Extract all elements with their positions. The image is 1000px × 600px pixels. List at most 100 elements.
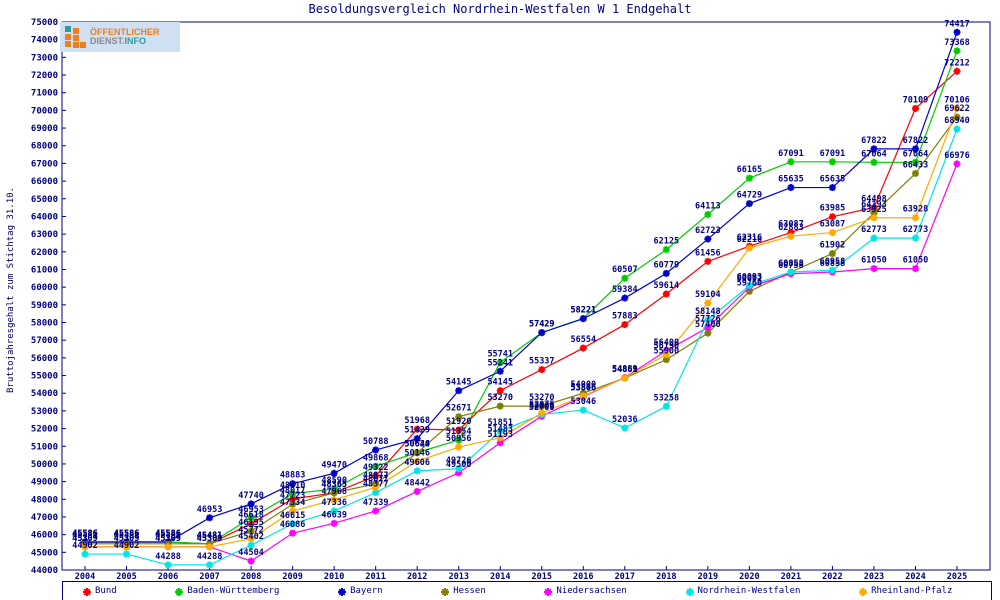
y-tick-label: 49000 [31, 478, 58, 488]
data-label-Niedersachsen: 57726 [695, 314, 721, 324]
data-label-Baden-Württemberg: 67064 [903, 149, 929, 159]
data-label-Nordrhein-Westfalen: 60958 [820, 257, 846, 267]
data-label-Bayern: 55241 [487, 358, 513, 368]
y-tick-label: 50000 [31, 460, 58, 470]
x-tick-label: 2019 [698, 572, 718, 582]
legend-label: Bund [95, 586, 117, 596]
data-point-Nordrhein-Westfalen [621, 424, 629, 432]
data-point-Niedersachsen [413, 487, 421, 495]
y-tick-label: 47000 [31, 513, 58, 523]
data-point-Rheinland-Pfalz [289, 507, 297, 515]
data-point-Niedersachsen [289, 529, 297, 537]
data-point-Bund [911, 104, 919, 112]
legend-item-Hessen: Hessen [421, 586, 524, 597]
legend-marker-icon [175, 587, 184, 596]
data-point-Nordrhein-Westfalen [828, 266, 836, 274]
data-point-Rheinland-Pfalz [538, 409, 546, 417]
data-label-Rheinland-Pfalz: 54869 [612, 365, 638, 375]
data-point-Bund [538, 366, 546, 374]
y-tick-label: 48000 [31, 495, 58, 505]
data-label-Rheinland-Pfalz: 47334 [280, 498, 306, 508]
data-label-Baden-Württemberg: 45586 [72, 529, 98, 539]
data-label-Nordrhein-Westfalen: 60093 [737, 273, 763, 283]
data-label-Bayern: 67822 [903, 136, 929, 146]
data-label-Nordrhein-Westfalen: 44288 [155, 552, 181, 562]
data-point-Rheinland-Pfalz [247, 535, 255, 543]
data-label-Bund: 63985 [820, 204, 846, 214]
data-point-Hessen [828, 250, 836, 258]
data-point-Rheinland-Pfalz [579, 392, 587, 400]
x-tick-label: 2021 [781, 572, 801, 582]
data-point-Rheinland-Pfalz [123, 543, 131, 551]
data-point-Baden-Württemberg [787, 158, 795, 166]
data-point-Bayern [372, 446, 380, 454]
x-tick-label: 2004 [75, 572, 95, 582]
y-tick-label: 45000 [31, 548, 58, 558]
data-point-Bayern [953, 28, 961, 36]
y-axis-title: Bruttojahresgehalt zum Stichtag 31.10. [6, 187, 16, 393]
data-label-Hessen: 47723 [280, 491, 306, 501]
data-label-Baden-Württemberg: 45481 [197, 531, 223, 541]
data-point-Hessen [330, 489, 338, 497]
series-line-Bayern [85, 32, 958, 543]
data-label-Hessen: 45481 [155, 531, 181, 541]
data-point-Niedersachsen [330, 519, 338, 527]
x-tick-label: 2018 [656, 572, 676, 582]
data-label-Niedersachsen: 60858 [820, 259, 846, 269]
data-point-Bayern [413, 435, 421, 443]
series-line-Rheinland-Pfalz [85, 108, 958, 548]
y-tick-label: 61000 [31, 265, 58, 275]
data-point-Baden-Württemberg [330, 485, 338, 493]
legend-label: Baden-Württemberg [187, 586, 280, 596]
y-tick-label: 44000 [31, 566, 58, 576]
x-tick-label: 2020 [739, 572, 759, 582]
data-label-Bund: 46618 [238, 511, 264, 521]
data-label-Niedersachsen: 66976 [944, 151, 970, 161]
data-label-Nordrhein-Westfalen: 62773 [903, 225, 929, 235]
y-tick-label: 72000 [31, 71, 58, 81]
x-tick-label: 2010 [324, 572, 344, 582]
data-point-Bayern [704, 235, 712, 243]
legend-item-Bayern: Bayern [318, 586, 421, 597]
data-label-Nordrhein-Westfalen: 46615 [280, 511, 306, 521]
data-point-Nordrhein-Westfalen [704, 316, 712, 324]
data-point-Nordrhein-Westfalen [206, 561, 214, 569]
data-label-Bund: 45586 [155, 529, 181, 539]
data-point-Rheinland-Pfalz [455, 443, 463, 451]
data-point-Hessen [289, 500, 297, 508]
data-point-Nordrhein-Westfalen [81, 550, 89, 558]
data-label-Niedersachsen: 52700 [529, 403, 555, 413]
x-tick-label: 2023 [864, 572, 884, 582]
data-label-Rheinland-Pfalz: 45772 [238, 526, 264, 536]
data-point-Hessen [662, 356, 670, 364]
x-tick-label: 2015 [532, 572, 552, 582]
data-label-Hessen: 54000 [570, 380, 596, 390]
data-label-Hessen: 53270 [529, 393, 555, 403]
data-label-Bayern: 50788 [363, 437, 389, 447]
data-point-Bund [704, 257, 712, 265]
data-label-Bayern: 59384 [612, 285, 638, 295]
logo-line1: ÖFFENTLICHER [90, 27, 160, 37]
data-point-Niedersachsen [911, 265, 919, 273]
data-label-Bayern: 45586 [155, 529, 181, 539]
data-label-Rheinland-Pfalz: 45309 [197, 534, 223, 544]
data-label-Nordrhein-Westfalen: 47336 [321, 498, 347, 508]
data-point-Bayern [828, 184, 836, 192]
x-tick-label: 2017 [615, 572, 635, 582]
data-label-Baden-Württemberg: 60507 [612, 265, 638, 275]
data-label-Niedersachsen: 45309 [197, 534, 223, 544]
x-tick-label: 2012 [407, 572, 427, 582]
data-label-Baden-Württemberg: 49868 [363, 453, 389, 463]
data-point-Baden-Württemberg [745, 174, 753, 182]
data-label-Rheinland-Pfalz: 45309 [72, 534, 98, 544]
data-label-Niedersachsen: 48442 [404, 478, 430, 488]
data-point-Nordrhein-Westfalen [289, 520, 297, 528]
data-label-Hessen: 45481 [197, 531, 223, 541]
data-point-Nordrhein-Westfalen [787, 268, 795, 276]
data-label-Niedersachsen: 44504 [238, 548, 264, 558]
data-label-Rheinland-Pfalz: 59104 [695, 290, 721, 300]
oeffentlicher-dienst-logo[interactable]: ÖFFENTLICHER DIENST.INFO [60, 22, 180, 52]
data-point-Rheinland-Pfalz [662, 351, 670, 359]
data-label-Baden-Württemberg: 48310 [280, 481, 306, 491]
legend-label: Rheinland-Pfalz [871, 586, 953, 596]
